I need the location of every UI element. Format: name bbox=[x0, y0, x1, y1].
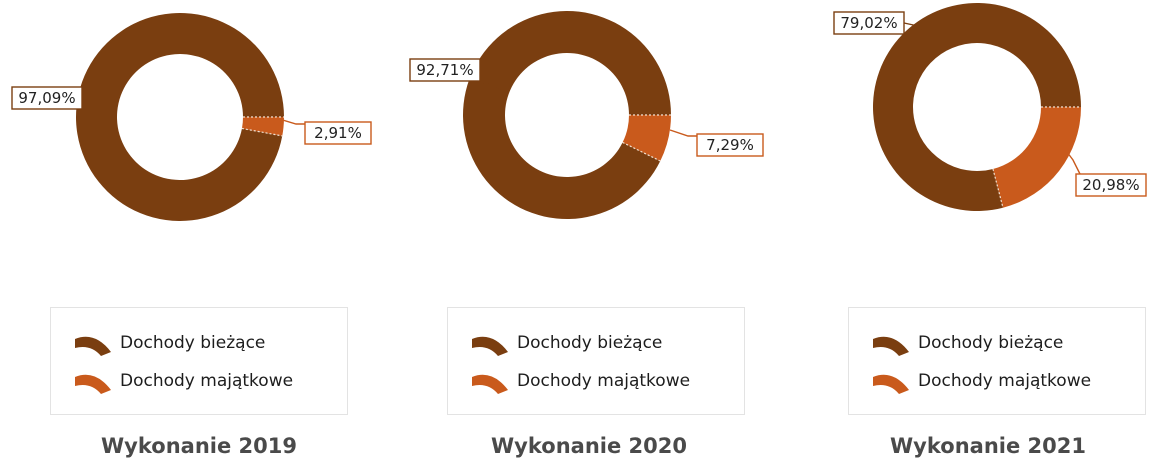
slice-separator bbox=[992, 168, 1004, 208]
data-label-current: 92,71% bbox=[416, 61, 473, 79]
data-label-property: 7,29% bbox=[706, 136, 754, 154]
data-label-current: 97,09% bbox=[18, 89, 75, 107]
legend-swatch-current bbox=[873, 336, 909, 356]
leader-line-current bbox=[903, 22, 925, 31]
donut-slice-current bbox=[463, 10, 671, 219]
legend-2019: Dochody bieżące Dochody majątkowe bbox=[50, 307, 348, 415]
data-label-current: 79,02% bbox=[840, 14, 897, 32]
leader-line-property bbox=[669, 129, 697, 137]
donut-slice-current bbox=[873, 3, 1081, 211]
chart-panel-2020: 92,71% 7,29% Dochody bieżące Dochody mają… bbox=[385, 0, 769, 470]
legend-2021: Dochody bieżące Dochody majątkowe bbox=[848, 307, 1146, 415]
donut-slice-property bbox=[241, 117, 284, 136]
data-label-box-property bbox=[304, 121, 372, 145]
legend-item-current: Dochody bieżące bbox=[470, 330, 662, 356]
legend-swatch-property bbox=[873, 374, 909, 394]
leader-line-current bbox=[479, 81, 504, 91]
donut-chart-2020: 92,71% 7,29% bbox=[409, 10, 764, 219]
legend-swatch-current bbox=[75, 336, 111, 356]
leader-line-property bbox=[1057, 139, 1081, 175]
legend-swatch-current bbox=[472, 336, 508, 356]
data-label-box-current bbox=[11, 86, 83, 110]
donut-slice-property bbox=[992, 107, 1081, 208]
chart-panel-2019: 97,09% 2,91% Dochody bieżące Dochody mają… bbox=[0, 0, 384, 470]
leader-line-property bbox=[275, 117, 305, 125]
legend-label-current: Dochody bieżące bbox=[517, 333, 663, 353]
data-label-property: 2,91% bbox=[314, 124, 362, 142]
legend-item-property: Dochody majątkowe bbox=[73, 368, 293, 394]
legend-label-property: Dochody majątkowe bbox=[120, 371, 294, 391]
legend-item-property: Dochody majątkowe bbox=[470, 368, 690, 394]
data-label-box-property bbox=[1075, 173, 1147, 197]
donut-slice-property bbox=[622, 115, 671, 161]
data-label-box-current bbox=[833, 11, 905, 35]
donut-chart-2021: 79,02% 20,98% bbox=[833, 3, 1147, 211]
legend-2020: Dochody bieżące Dochody majątkowe bbox=[447, 307, 745, 415]
legend-label-property: Dochody majątkowe bbox=[517, 371, 691, 391]
slice-separator bbox=[241, 127, 283, 137]
legend-label-current: Dochody bieżące bbox=[120, 333, 266, 353]
legend-label-current: Dochody bieżące bbox=[918, 333, 1064, 353]
legend-item-current: Dochody bieżące bbox=[871, 330, 1063, 356]
chart-title-2020: Wykonanie 2020 bbox=[491, 434, 687, 458]
legend-swatch-property bbox=[75, 374, 111, 394]
legend-label-property: Dochody majątkowe bbox=[918, 371, 1092, 391]
data-label-box-property bbox=[696, 133, 764, 157]
donut-chart-2019: 97,09% 2,91% bbox=[11, 13, 372, 222]
chart-title-2021: Wykonanie 2021 bbox=[890, 434, 1086, 458]
data-label-property: 20,98% bbox=[1082, 176, 1139, 194]
data-label-box-current bbox=[409, 58, 481, 82]
leader-line-current bbox=[82, 97, 105, 101]
legend-swatch-property bbox=[472, 374, 508, 394]
chart-panel-2021: 79,02% 20,98% Dochody bieżące Dochody maj… bbox=[770, 0, 1154, 470]
slice-separator bbox=[622, 141, 661, 162]
donut-slice-current bbox=[76, 13, 284, 222]
legend-item-current: Dochody bieżące bbox=[73, 330, 265, 356]
legend-item-property: Dochody majątkowe bbox=[871, 368, 1091, 394]
chart-title-2019: Wykonanie 2019 bbox=[101, 434, 297, 458]
